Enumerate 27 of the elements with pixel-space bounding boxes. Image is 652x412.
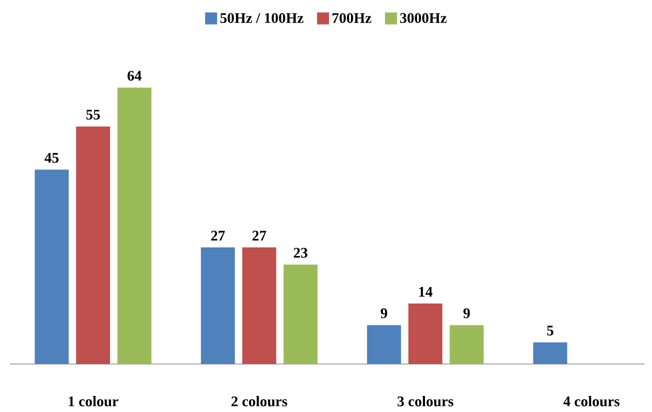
x-tick-label: 3 colours <box>398 396 454 406</box>
data-label: 23 <box>294 248 308 258</box>
bar <box>242 247 276 364</box>
x-tick-label: 2 colours <box>232 396 288 406</box>
x-tick-label: 1 colour <box>68 396 118 406</box>
data-label: 9 <box>380 308 388 318</box>
data-label: 27 <box>211 230 225 240</box>
bar <box>117 88 152 364</box>
data-label: 14 <box>419 286 432 297</box>
data-label: 55 <box>86 110 100 120</box>
x-tick-label: 4 colours <box>563 396 620 406</box>
bar <box>200 247 235 364</box>
data-label: 27 <box>252 230 266 240</box>
bar <box>367 325 402 364</box>
data-label: 45 <box>44 152 59 163</box>
bar <box>76 126 110 364</box>
bar <box>34 170 69 364</box>
bar <box>284 264 318 364</box>
legend-label: 50Hz / 100Hz <box>220 13 304 24</box>
legend-label: 3000Hz <box>400 13 447 24</box>
legend-label: 700Hz <box>332 13 372 24</box>
bar <box>450 325 484 364</box>
bar <box>533 342 568 364</box>
bar <box>408 304 442 364</box>
data-label: 5 <box>547 326 554 336</box>
data-label: 64 <box>128 70 142 81</box>
data-label: 9 <box>463 308 470 318</box>
